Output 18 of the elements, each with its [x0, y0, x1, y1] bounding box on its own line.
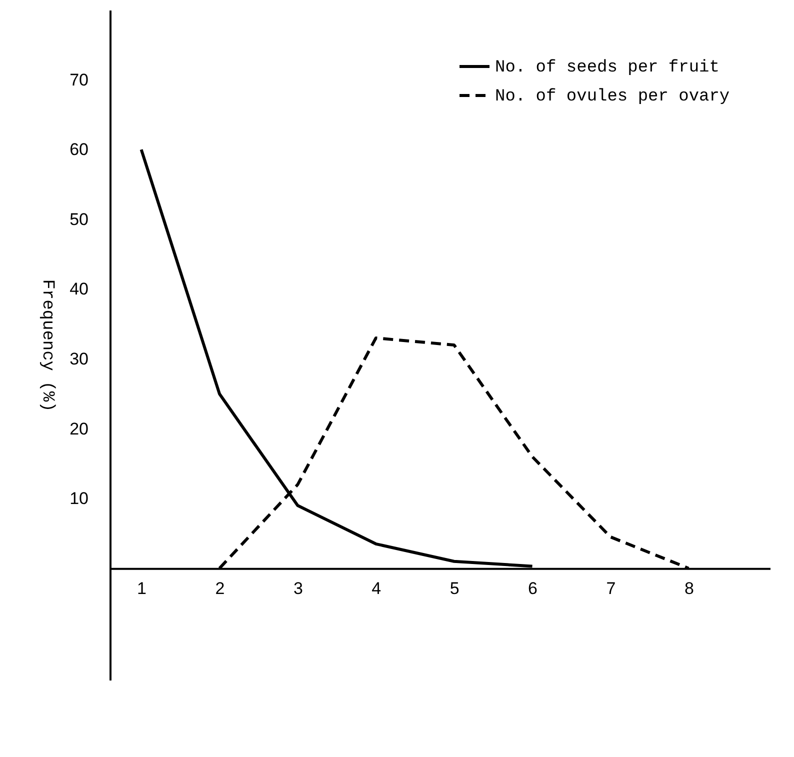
y-axis-title: Frequency (%) [38, 279, 57, 412]
y-tick-label: 30 [70, 349, 88, 368]
x-tick-label: 7 [606, 578, 616, 598]
y-tick-label: 60 [70, 140, 88, 160]
x-tick-label: 8 [684, 578, 694, 598]
y-tick-label: 40 [70, 280, 88, 299]
y-tick-label: 20 [70, 419, 88, 438]
x-tick-label: 4 [372, 578, 382, 598]
x-tick-label: 2 [215, 578, 225, 598]
y-tick-label: 10 [70, 489, 88, 508]
x-tick-label: 1 [137, 578, 147, 598]
x-tick-label: 6 [528, 578, 538, 598]
x-tick-label: 5 [450, 578, 460, 598]
x-tick-label: 3 [293, 578, 303, 598]
y-tick-label: 50 [70, 210, 88, 229]
legend-label: No. of seeds per fruit [495, 58, 720, 78]
legend-label: No. of ovules per ovary [495, 88, 730, 106]
y-tick-label: 70 [70, 70, 88, 90]
